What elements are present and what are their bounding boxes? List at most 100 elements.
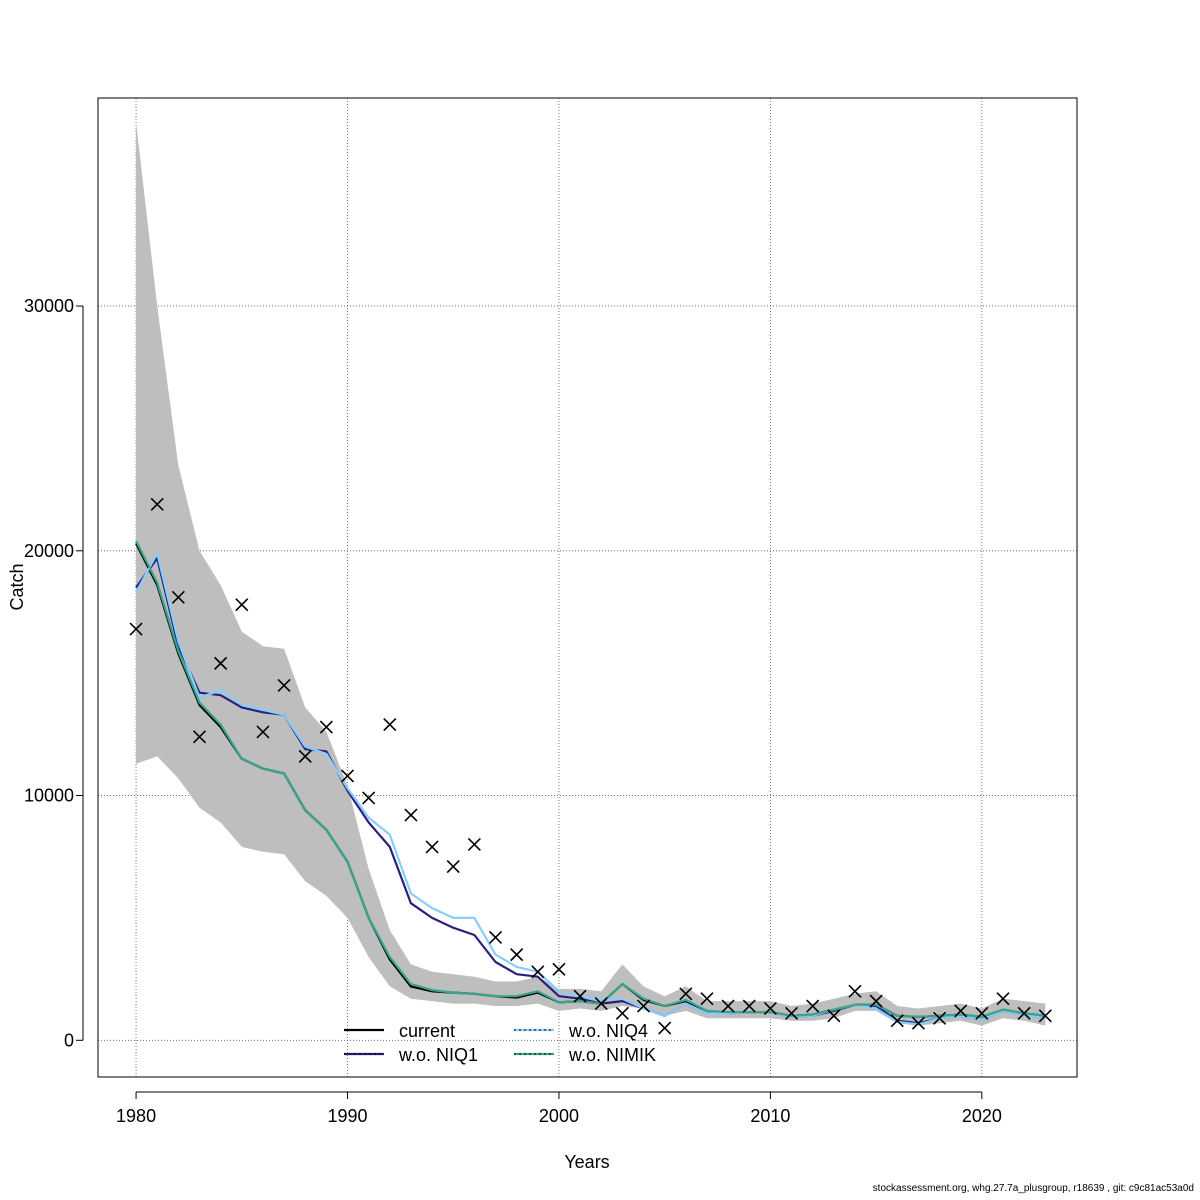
observed-point <box>1038 1009 1052 1023</box>
observed-point-stroke <box>192 730 207 744</box>
observed-point <box>425 840 439 854</box>
gridlines <box>98 98 1077 1077</box>
x-tick-label: 1980 <box>116 1106 156 1126</box>
observed-point <box>214 656 228 670</box>
observed-point <box>636 999 651 1013</box>
observed-point-stroke <box>171 590 185 604</box>
observed-point-stroke <box>150 497 164 511</box>
observed-point <box>890 1014 904 1028</box>
observed-point-stroke <box>996 992 1010 1006</box>
observed-point-stroke <box>784 1006 799 1020</box>
observed-point <box>954 1004 968 1018</box>
plot-frame <box>97 97 1078 1078</box>
observed-point-stroke <box>615 1006 629 1020</box>
observed-point-stroke <box>848 984 862 998</box>
observed-point-stroke <box>594 997 608 1011</box>
legend-label: w.o. NIMIK <box>568 1045 656 1065</box>
observed-point-stroke <box>700 992 714 1006</box>
observed-points <box>129 497 1052 1035</box>
legend-label: current <box>399 1021 455 1041</box>
observed-point <box>510 948 524 962</box>
observed-point-stroke <box>235 598 249 612</box>
observed-point-stroke <box>954 1004 968 1018</box>
observed-point <box>615 1006 629 1020</box>
y-tick-label: 30000 <box>24 296 74 316</box>
observed-point <box>531 965 545 979</box>
y-tick-label: 0 <box>64 1030 74 1050</box>
observed-point <box>721 999 735 1013</box>
observed-point-stroke <box>319 720 333 734</box>
observed-point <box>848 984 862 998</box>
observed-point-stroke <box>658 1021 672 1035</box>
observed-point-stroke <box>679 987 693 1001</box>
observed-point-stroke <box>362 791 376 805</box>
observed-point-stroke <box>340 769 355 783</box>
observed-point-stroke <box>806 999 820 1013</box>
observed-point <box>996 992 1010 1006</box>
y-tick-label: 20000 <box>24 541 74 561</box>
observed-point-stroke <box>446 859 460 874</box>
legend-item-1: current <box>344 1021 455 1041</box>
observed-point <box>277 678 291 692</box>
observed-point-stroke <box>467 837 481 852</box>
observed-point <box>552 962 566 976</box>
x-axis-label: Years <box>564 1152 609 1172</box>
legend-item-4: w.o. NIMIK <box>514 1045 656 1065</box>
observed-point <box>319 720 333 734</box>
observed-point-stroke <box>214 656 228 670</box>
observed-point <box>446 859 460 874</box>
legend: current w.o. NIQ1 w.o. NIQ4 w.o. NIMIK <box>344 1021 656 1065</box>
observed-point <box>700 992 714 1006</box>
observed-point-stroke <box>827 1009 841 1023</box>
observed-point <box>594 997 608 1011</box>
observed-point <box>932 1011 947 1025</box>
x-tick-label: 2000 <box>539 1106 579 1126</box>
observed-point-stroke <box>383 717 397 732</box>
x-tick-label: 2010 <box>750 1106 790 1126</box>
observed-point-stroke <box>425 840 439 854</box>
observed-point <box>404 808 418 822</box>
observed-point-stroke <box>404 808 418 822</box>
observed-point <box>340 769 355 783</box>
observed-point-stroke <box>277 678 291 692</box>
observed-point-stroke <box>636 999 651 1013</box>
observed-point-stroke <box>298 749 312 763</box>
legend-label: w.o. NIQ1 <box>398 1045 478 1065</box>
axes: 1980 1990 2000 2010 2020 0 10000 20000 30000 <box>24 296 1002 1126</box>
observed-point <box>763 1001 777 1016</box>
observed-point <box>488 930 503 945</box>
observed-point-stroke <box>890 1014 904 1028</box>
observed-point-stroke <box>911 1016 925 1030</box>
series-line-4 <box>135 540 1046 1019</box>
observed-point-stroke <box>742 999 756 1013</box>
x-tick-label: 1990 <box>327 1106 367 1126</box>
observed-point-stroke <box>763 1001 777 1016</box>
series-line-3 <box>135 552 1046 1026</box>
observed-point-stroke <box>531 965 545 979</box>
observed-point <box>806 999 820 1013</box>
observed-point <box>129 622 143 636</box>
observed-point-stroke <box>510 948 524 962</box>
observed-point <box>784 1006 799 1020</box>
observed-point-stroke <box>1017 1006 1031 1020</box>
observed-point <box>171 590 185 604</box>
observed-point <box>975 1006 989 1020</box>
observed-point-stroke <box>488 930 503 945</box>
observed-point <box>911 1016 925 1030</box>
observed-point <box>383 717 397 732</box>
legend-label: w.o. NIQ4 <box>568 1021 648 1041</box>
observed-point <box>573 989 587 1003</box>
observed-point-stroke <box>869 994 883 1008</box>
observed-point-stroke <box>552 962 566 976</box>
observed-point-stroke <box>932 1011 947 1025</box>
legend-item-2: w.o. NIQ1 <box>344 1045 478 1065</box>
y-axis-label: Catch <box>7 563 27 610</box>
x-tick-label: 2020 <box>962 1106 1002 1126</box>
observed-point <box>679 987 693 1001</box>
observed-point <box>869 994 883 1008</box>
legend-item-3: w.o. NIQ4 <box>514 1021 648 1041</box>
y-tick-label: 10000 <box>24 786 74 806</box>
observed-point <box>1017 1006 1031 1020</box>
observed-point-stroke <box>129 622 143 636</box>
